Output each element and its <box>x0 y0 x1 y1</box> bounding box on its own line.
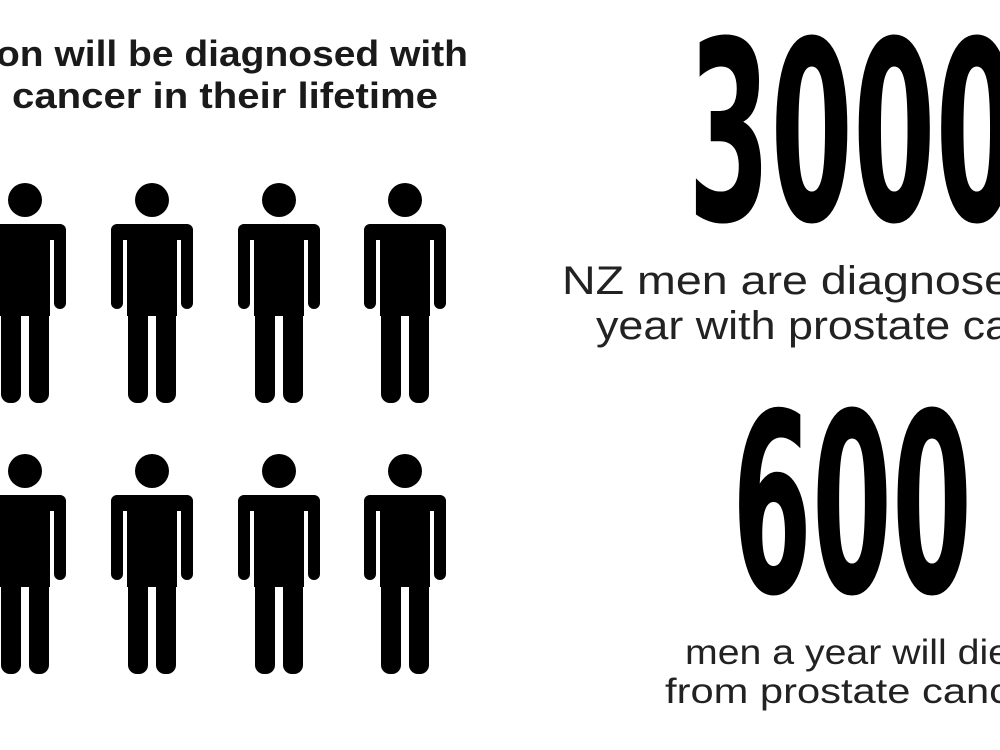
heading-line: on will be diagnosed with <box>0 33 468 74</box>
people-icons <box>0 183 446 674</box>
person-icon <box>364 454 446 674</box>
heading-line: cancer in their lifetime <box>12 75 438 116</box>
person-icon <box>364 183 446 403</box>
stat-number: 600 <box>732 360 972 651</box>
person-icon <box>111 183 193 403</box>
stat-text: from prostate canc <box>665 672 1000 711</box>
stat-text: year with prostate ca <box>596 304 1000 348</box>
stat-number: 3000 <box>688 0 1000 279</box>
person-icon <box>111 454 193 674</box>
person-icon <box>0 183 66 403</box>
person-icon <box>238 183 320 403</box>
stat-text: NZ men are diagnose <box>562 259 1000 303</box>
person-icon <box>238 454 320 674</box>
stat-text: men a year will die <box>685 633 1000 672</box>
person-icon <box>0 454 66 674</box>
